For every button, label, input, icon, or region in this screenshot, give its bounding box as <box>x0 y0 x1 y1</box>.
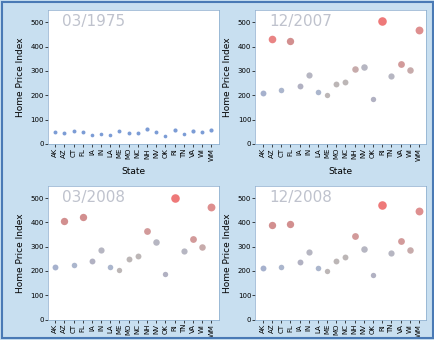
Point <box>268 37 275 42</box>
Point <box>61 131 68 136</box>
Point <box>161 133 168 139</box>
Point <box>350 234 357 239</box>
Point <box>396 239 403 244</box>
Point <box>79 215 86 220</box>
Point <box>198 244 205 250</box>
Point <box>171 128 178 133</box>
Point <box>152 240 159 245</box>
Point <box>97 247 104 252</box>
Point <box>414 27 421 32</box>
Point <box>70 262 77 268</box>
Point <box>52 265 59 270</box>
Point <box>405 67 412 72</box>
Point <box>61 218 68 224</box>
Point <box>277 88 284 93</box>
Point <box>180 248 187 254</box>
Point <box>152 129 159 135</box>
Text: 03/2008: 03/2008 <box>61 190 124 205</box>
Point <box>277 264 284 269</box>
Point <box>396 61 403 66</box>
Point <box>314 265 321 271</box>
Point <box>143 228 150 234</box>
Point <box>286 38 293 43</box>
Point <box>350 66 357 71</box>
Point <box>323 92 330 98</box>
Point <box>323 269 330 274</box>
Point <box>296 83 302 88</box>
Point <box>369 96 376 102</box>
Point <box>268 223 275 228</box>
Text: 12/2008: 12/2008 <box>269 190 331 205</box>
Point <box>79 130 86 135</box>
Point <box>134 253 141 259</box>
Point <box>125 131 132 136</box>
Point <box>125 257 132 262</box>
Point <box>341 254 348 260</box>
Point <box>88 258 95 264</box>
Point <box>378 202 385 207</box>
Point <box>207 205 214 210</box>
Point <box>378 18 385 24</box>
Point <box>414 208 421 214</box>
Point <box>405 247 412 252</box>
Point <box>70 128 77 133</box>
Point <box>286 222 293 227</box>
Text: 03/1975: 03/1975 <box>61 14 125 29</box>
Text: 12/2007: 12/2007 <box>269 14 331 29</box>
Point <box>116 268 123 273</box>
Point <box>259 265 266 271</box>
Point <box>207 127 214 133</box>
Point <box>305 249 312 255</box>
Point <box>259 90 266 96</box>
Point <box>107 133 114 138</box>
X-axis label: State: State <box>328 167 352 175</box>
Point <box>97 131 104 136</box>
Point <box>189 236 196 241</box>
Y-axis label: Home Price Index: Home Price Index <box>16 213 25 292</box>
Point <box>134 130 141 135</box>
Point <box>180 132 187 137</box>
Point <box>341 79 348 85</box>
X-axis label: State: State <box>121 167 145 175</box>
Point <box>296 259 302 265</box>
Point <box>161 271 168 277</box>
Point <box>387 73 394 79</box>
Point <box>52 129 59 135</box>
Point <box>369 272 376 278</box>
Point <box>359 65 366 70</box>
Y-axis label: Home Price Index: Home Price Index <box>16 37 25 117</box>
Point <box>359 246 366 251</box>
Point <box>189 128 196 134</box>
Point <box>314 89 321 95</box>
Y-axis label: Home Price Index: Home Price Index <box>223 213 232 292</box>
Point <box>198 130 205 135</box>
Y-axis label: Home Price Index: Home Price Index <box>223 37 232 117</box>
Point <box>305 72 312 78</box>
Point <box>387 251 394 256</box>
Point <box>171 195 178 201</box>
Point <box>332 82 339 87</box>
Point <box>107 264 114 269</box>
Point <box>116 129 123 134</box>
Point <box>88 132 95 137</box>
Point <box>332 258 339 263</box>
Point <box>143 126 150 132</box>
